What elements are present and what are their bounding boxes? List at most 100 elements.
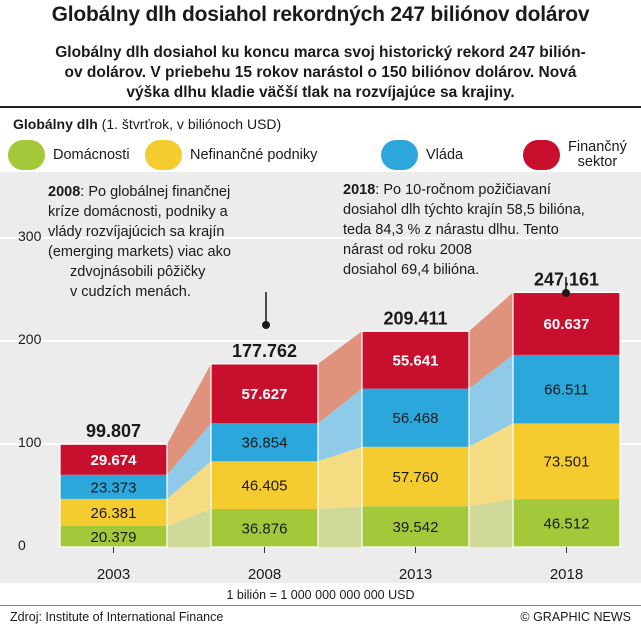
legend-label-corporates: Nefinančné podniky xyxy=(190,146,318,163)
legend-swatch-households xyxy=(8,140,45,170)
top-divider xyxy=(0,106,641,108)
value-label-2003-s3: 29.674 xyxy=(91,452,138,469)
bar-2008-s3 xyxy=(211,363,318,424)
bar-2003-s3 xyxy=(60,444,167,475)
bar-2003-s0 xyxy=(60,526,167,547)
value-label-2003-s1: 26.381 xyxy=(91,505,137,522)
x-axis-labels: 2003 2008 2013 2018 xyxy=(97,547,583,583)
bar-2008-s2 xyxy=(211,423,318,462)
legend-item-government: Vláda xyxy=(381,139,463,171)
band-2013-2018-s2 xyxy=(469,354,513,447)
legend-item-corporates: Nefinančné podniky xyxy=(145,139,317,171)
bar-2013-s3 xyxy=(362,331,469,389)
unit-label-bold: Globálny dlh xyxy=(13,116,98,132)
note-2018-line-3: teda 84,3 % z nárastu dlhu. Tento xyxy=(343,222,559,238)
total-label-2013: 209.411 xyxy=(383,308,447,328)
footnote: 1 bilión = 1 000 000 000 000 USD xyxy=(226,588,415,602)
subtitle-line-3: výška dlhu kladie väčší tlak na rozvíjaj… xyxy=(126,84,515,101)
legend-label-financial: Finančný sektor xyxy=(568,140,627,170)
band-2008-2013-s2 xyxy=(318,388,362,462)
note-2008-line-5: zdvojnásobili pôžičky xyxy=(70,264,206,280)
band-2013-2018-s1 xyxy=(469,423,513,507)
note-2008-year: 2008 xyxy=(48,184,81,200)
unit-label-rest: (1. štvrťrok, v biliónoch USD) xyxy=(101,116,282,132)
callout-dot-2018 xyxy=(562,289,570,297)
value-label-2018-s0: 46.512 xyxy=(544,516,590,533)
unit-label: Globálny dlh (1. štvrťrok, v biliónoch U… xyxy=(13,116,281,132)
band-2008-2013-s3 xyxy=(318,331,362,424)
bar-2018-s3 xyxy=(513,292,620,355)
bar-2008-s0 xyxy=(211,509,318,547)
bottom-divider xyxy=(0,605,641,606)
x-label-2008: 2008 xyxy=(248,566,281,583)
y-tick-200: 200 xyxy=(18,331,42,347)
connector-bands xyxy=(167,292,513,547)
band-2003-2008-s1 xyxy=(167,461,211,527)
value-label-2008-s3: 57.627 xyxy=(242,386,288,403)
value-label-2018-s1: 73.501 xyxy=(544,454,590,471)
legend-swatch-government xyxy=(381,140,418,170)
bar-2018-s1 xyxy=(513,423,620,500)
subtitle-line-2: ov dolárov. V priebehu 15 rokov narástol… xyxy=(64,64,577,81)
note-2008: 2008: Po globálnej finančnej kríze domác… xyxy=(48,182,280,302)
note-2008-line-2: kríze domácnosti, podniky a xyxy=(48,204,228,220)
note-2018-line-4: nárast od roku 2008 xyxy=(343,242,472,258)
x-label-2018: 2018 xyxy=(550,566,583,583)
legend-item-households: Domácnosti xyxy=(8,139,130,171)
band-2008-2013-s1 xyxy=(318,446,362,510)
value-label-2008-s2: 36.854 xyxy=(242,435,288,452)
value-label-2018-s2: 66.511 xyxy=(544,382,589,399)
note-2018-year: 2018 xyxy=(343,182,376,198)
y-tick-100: 100 xyxy=(18,434,42,450)
note-2018: 2018: Po 10-ročnom požičiavaní dosiahol … xyxy=(343,180,641,280)
value-label-2008-s1: 46.405 xyxy=(242,478,288,495)
band-2003-2008-s3 xyxy=(167,363,211,475)
bar-2018-s0 xyxy=(513,499,620,547)
band-2013-2018-s0 xyxy=(469,499,513,547)
value-label-2013-s0: 39.542 xyxy=(393,519,439,536)
source: Zdroj: Institute of International Financ… xyxy=(10,610,224,624)
band-2003-2008-s2 xyxy=(167,423,211,499)
bar-2013-s1 xyxy=(362,446,469,507)
x-label-2013: 2013 xyxy=(399,566,432,583)
subtitle-line-1: Globálny dlh dosiahol ku koncu marca svo… xyxy=(55,44,586,61)
note-2018-line-2: dosiahol dlh týchto krajín 58,5 bilióna, xyxy=(343,202,585,218)
value-label-2003-s0: 20.379 xyxy=(91,529,137,546)
band-2003-2008-s0 xyxy=(167,509,211,547)
legend-label-financial-line-1: Finančný xyxy=(568,139,627,155)
x-label-2003: 2003 xyxy=(97,566,130,583)
callout-markers xyxy=(262,277,570,329)
note-2018-line-1: : Po 10-ročnom požičiavaní xyxy=(375,182,551,198)
value-label-2013-s2: 56.468 xyxy=(393,410,439,427)
note-2008-line-1: : Po globálnej finančnej xyxy=(80,184,231,200)
credit: © GRAPHIC NEWS xyxy=(520,610,631,624)
total-label-2003: 99.807 xyxy=(86,421,141,441)
bar-2008-s1 xyxy=(211,461,318,510)
y-axis-ticks: 0 100 200 300 xyxy=(18,228,42,553)
value-label-2008-s0: 36.876 xyxy=(242,521,288,538)
bar-2018-s2 xyxy=(513,354,620,424)
bar-2003-s2 xyxy=(60,474,167,499)
note-2008-line-6: v cudzích menách. xyxy=(70,284,191,300)
note-2018-line-5: dosiahol 69,4 bilióna. xyxy=(343,262,480,278)
value-label-2013-s3: 55.641 xyxy=(393,352,439,369)
bar-2013-s0 xyxy=(362,506,469,547)
note-2008-line-4: (emerging markets) viac ako xyxy=(48,244,231,260)
chart-subtitle: Globálny dlh dosiahol ku koncu marca svo… xyxy=(12,43,629,103)
value-label-2018-s3: 60.637 xyxy=(544,316,590,333)
total-label-2008: 177.762 xyxy=(232,341,297,361)
legend-label-households: Domácnosti xyxy=(53,146,130,163)
bar-layer: 20.379 26.381 23.373 29.674 99.807 36.876 46.4… xyxy=(59,269,621,548)
bar-2003-s1 xyxy=(60,498,167,527)
legend-swatch-financial xyxy=(523,140,560,170)
legend-label-government: Vláda xyxy=(426,146,464,163)
y-tick-300: 300 xyxy=(18,228,42,244)
callout-dot-2008 xyxy=(262,321,270,329)
chart-title: Globálny dlh dosiahol rekordných 247 bil… xyxy=(51,3,590,26)
value-label-2013-s1: 57.760 xyxy=(393,469,439,486)
note-2008-line-3: vlády rozvíjajúcich sa krajín xyxy=(48,224,225,240)
band-2013-2018-s3 xyxy=(469,292,513,389)
legend-label-financial-line-2: sektor xyxy=(577,154,618,170)
y-tick-0: 0 xyxy=(18,537,26,553)
